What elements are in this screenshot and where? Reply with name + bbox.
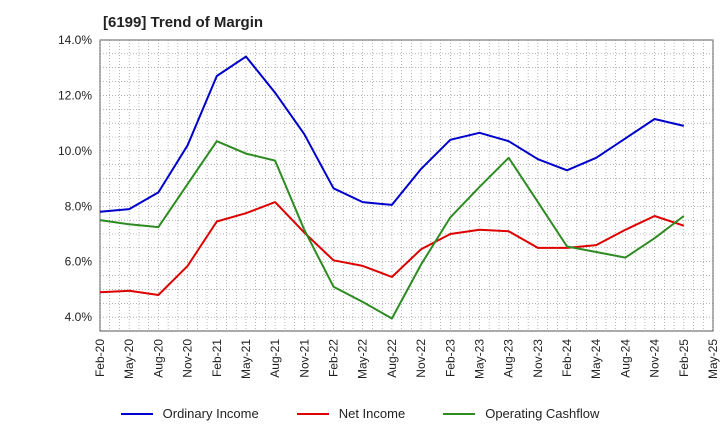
x-tick-label: Feb-22	[327, 339, 341, 377]
chart-title: [6199] Trend of Margin	[103, 14, 264, 31]
x-tick-label: Aug-21	[268, 339, 282, 378]
y-tick-label: 4.0%	[65, 310, 93, 324]
legend-label-ordinary-income: Ordinary Income	[162, 406, 259, 421]
y-tick-label: 14.0%	[58, 33, 92, 47]
series-layer	[99, 55, 685, 320]
legend-swatch-net-income	[296, 412, 329, 415]
x-tick-label: Nov-24	[648, 339, 662, 378]
x-tick-label: Nov-22	[414, 339, 428, 378]
grid-layer	[99, 39, 714, 332]
x-tick-label: May-23	[472, 339, 486, 379]
line-chart: 4.0% 6.0% 8.0% 10.0% 12.0% 14.0% Feb-20 May-20 A…	[58, 33, 720, 379]
x-tick-label: May-22	[356, 339, 370, 379]
x-tick-label: May-24	[589, 339, 603, 379]
legend-swatch-operating-cashflow	[443, 412, 476, 415]
x-tick-label: May-20	[122, 339, 136, 379]
x-tick-label: Nov-20	[181, 339, 195, 378]
x-tick-label: Aug-24	[618, 339, 632, 378]
y-tick-label: 6.0%	[65, 255, 93, 269]
legend-label-operating-cashflow: Operating Cashflow	[485, 406, 600, 421]
x-tick-label: May-25	[706, 339, 720, 379]
axis-layer: 4.0% 6.0% 8.0% 10.0% 12.0% 14.0% Feb-20 May-20 A…	[58, 33, 720, 379]
x-tick-label: Nov-23	[531, 339, 545, 378]
legend-label-net-income: Net Income	[338, 406, 406, 421]
legend-swatch-ordinary-income	[120, 412, 153, 415]
legend-item-net-income: Net Income	[296, 406, 406, 421]
x-tick-label: Feb-23	[443, 339, 457, 377]
x-tick-label: Aug-23	[502, 339, 516, 378]
x-tick-label: Feb-24	[560, 339, 574, 377]
x-tick-label: May-21	[239, 339, 253, 379]
series-line-net-income	[99, 201, 685, 296]
legend: Ordinary Income Net Income Operating Cas…	[0, 406, 720, 421]
x-tick-label: Nov-21	[297, 339, 311, 378]
y-tick-label: 12.0%	[58, 88, 92, 102]
y-tick-label: 10.0%	[58, 144, 92, 158]
series-line-ordinary-income	[99, 55, 685, 213]
x-tick-label: Aug-20	[151, 339, 165, 378]
x-tick-label: Feb-21	[210, 339, 224, 377]
x-tick-label: Feb-20	[93, 339, 107, 377]
series-line-operating-cashflow	[99, 140, 685, 320]
x-tick-label: Aug-22	[385, 339, 399, 378]
legend-item-operating-cashflow: Operating Cashflow	[443, 406, 599, 421]
legend-item-ordinary-income: Ordinary Income	[120, 406, 259, 421]
x-tick-label: Feb-25	[677, 339, 691, 377]
y-tick-label: 8.0%	[65, 199, 93, 213]
